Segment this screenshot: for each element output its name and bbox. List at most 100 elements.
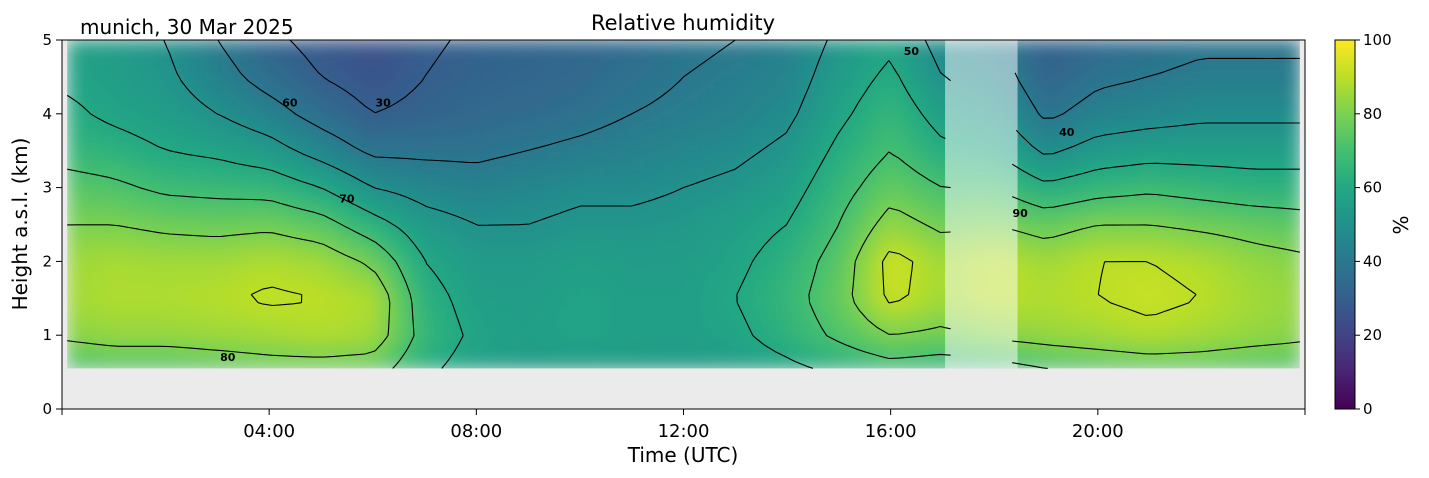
heat-cell xyxy=(845,163,854,171)
heat-cell xyxy=(483,347,492,356)
heat-cell xyxy=(406,313,415,322)
heat-cell xyxy=(221,299,230,308)
heat-cell xyxy=(282,313,292,322)
heat-cell xyxy=(483,53,492,62)
heat-cell xyxy=(668,87,677,96)
heat-cell xyxy=(745,81,754,89)
heat-cell xyxy=(560,341,569,349)
heat-cell xyxy=(205,347,215,356)
heat-cell xyxy=(521,347,531,356)
heat-cell xyxy=(714,115,723,123)
heat-cell xyxy=(852,245,862,253)
heat-cell xyxy=(151,313,161,322)
heat-cell xyxy=(74,183,84,192)
heat-cell xyxy=(175,361,184,370)
heat-cell xyxy=(806,224,816,233)
heat-cell xyxy=(775,204,785,212)
heat-cell xyxy=(175,217,184,226)
heat-cell xyxy=(98,347,107,356)
heat-cell xyxy=(259,115,269,123)
heat-cell xyxy=(837,60,847,69)
heat-cell xyxy=(121,361,130,370)
heat-cell xyxy=(367,101,377,110)
heat-cell xyxy=(722,245,731,253)
heat-cell xyxy=(675,224,685,233)
heat-cell xyxy=(390,108,400,117)
heat-cell xyxy=(406,279,415,288)
heat-cell xyxy=(413,320,423,329)
heat-cell xyxy=(90,211,99,219)
heat-cell xyxy=(105,320,115,329)
heat-cell xyxy=(660,341,669,349)
heat-cell xyxy=(837,341,847,349)
heat-cell xyxy=(706,108,716,117)
heat-cell xyxy=(521,334,531,342)
heat-cell xyxy=(629,170,639,178)
heat-cell xyxy=(852,211,862,219)
heat-cell xyxy=(282,341,292,349)
heat-cell xyxy=(544,306,554,315)
heat-cell xyxy=(228,341,238,349)
heat-cell xyxy=(421,286,431,294)
heat-cell xyxy=(591,60,600,69)
heat-cell xyxy=(113,176,122,185)
heat-cell xyxy=(159,341,169,349)
heat-cell xyxy=(67,252,76,260)
heat-cell xyxy=(660,265,669,274)
heat-cell xyxy=(228,81,238,89)
heat-cell xyxy=(205,361,215,370)
heat-cell xyxy=(644,327,654,335)
heat-cell xyxy=(722,53,731,62)
heat-cell xyxy=(698,149,708,158)
heat-cell xyxy=(729,135,739,144)
heat-cell xyxy=(737,354,746,363)
heat-cell xyxy=(614,211,623,219)
heat-cell xyxy=(190,60,199,69)
heat-cell xyxy=(82,354,92,363)
heat-cell xyxy=(598,60,608,69)
heat-cell xyxy=(814,347,823,356)
heat-cell xyxy=(275,122,284,130)
heat-cell xyxy=(306,170,315,178)
heat-cell xyxy=(668,67,677,76)
heat-cell xyxy=(490,347,500,356)
heat-cell xyxy=(236,334,246,342)
heat-cell xyxy=(660,334,669,342)
heat-cell xyxy=(806,245,816,253)
heat-cell xyxy=(729,293,739,301)
heat-cell xyxy=(683,46,692,55)
heat-cell xyxy=(529,265,538,274)
heat-cell xyxy=(306,224,315,233)
heat-cell xyxy=(375,293,384,301)
heat-cell xyxy=(799,327,808,335)
heat-cell xyxy=(799,341,808,349)
heat-cell xyxy=(198,272,207,281)
heat-cell xyxy=(745,176,754,185)
heat-cell xyxy=(167,231,176,240)
heat-cell xyxy=(121,40,130,48)
heat-cell xyxy=(768,149,777,158)
heat-cell xyxy=(829,40,839,48)
heat-cell xyxy=(467,299,477,308)
heat-cell xyxy=(814,101,823,110)
heat-cell xyxy=(552,128,562,137)
heat-cell xyxy=(306,108,315,117)
heat-cell xyxy=(606,87,615,96)
heat-cell xyxy=(752,258,762,267)
heat-cell xyxy=(167,81,176,89)
heat-cell xyxy=(860,265,870,274)
heat-cell xyxy=(205,272,215,281)
heat-cell xyxy=(290,156,300,164)
heat-cell xyxy=(760,224,770,233)
heat-cell xyxy=(336,279,346,288)
heat-cell xyxy=(282,81,292,89)
heat-cell xyxy=(814,252,823,260)
heat-cell xyxy=(259,204,269,212)
heat-cell xyxy=(259,101,269,110)
heat-cell xyxy=(644,313,654,322)
heat-cell xyxy=(252,81,261,89)
heat-cell xyxy=(82,67,92,76)
heat-cell xyxy=(791,67,800,76)
heat-cell xyxy=(167,320,176,329)
heat-cell xyxy=(529,334,538,342)
